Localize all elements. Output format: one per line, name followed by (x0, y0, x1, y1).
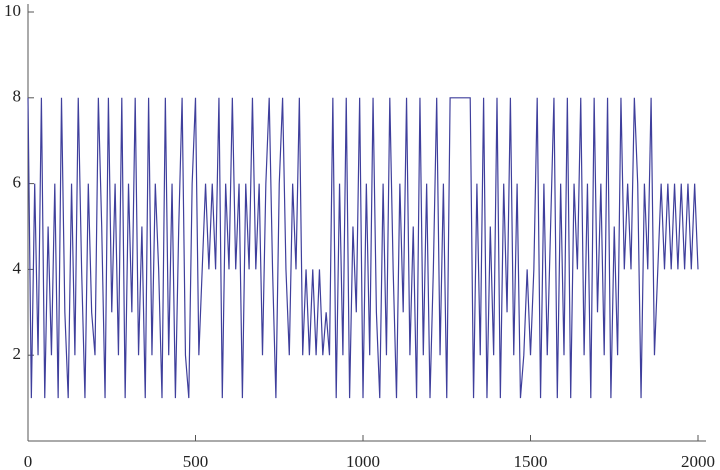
y-tick-label: 4 (13, 258, 22, 277)
y-tick-label: 2 (13, 344, 22, 363)
y-tick-label: 8 (13, 87, 22, 106)
y-tick-label: 10 (4, 1, 21, 20)
y-tick-label: 6 (13, 173, 22, 192)
data-line (27, 97, 699, 399)
x-tick-label: 2000 (681, 452, 715, 470)
x-tick-label: 500 (183, 452, 209, 470)
x-tick-label: 1500 (514, 452, 548, 470)
x-tick-label: 1000 (346, 452, 380, 470)
x-tick-label: 0 (24, 452, 33, 470)
